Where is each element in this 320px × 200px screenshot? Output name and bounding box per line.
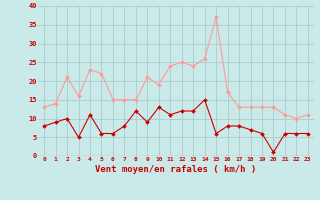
X-axis label: Vent moyen/en rafales ( km/h ): Vent moyen/en rafales ( km/h ) xyxy=(95,165,257,174)
